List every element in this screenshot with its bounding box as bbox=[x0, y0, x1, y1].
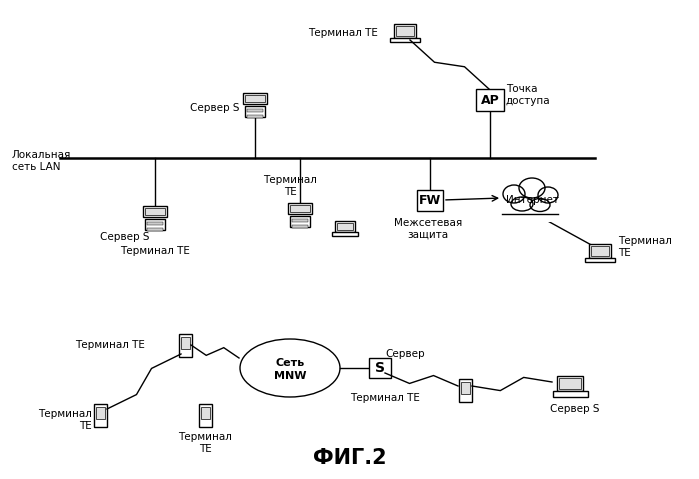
FancyBboxPatch shape bbox=[245, 95, 265, 102]
FancyBboxPatch shape bbox=[500, 206, 560, 222]
Text: Сервер S: Сервер S bbox=[550, 404, 600, 414]
FancyBboxPatch shape bbox=[459, 378, 472, 401]
FancyBboxPatch shape bbox=[290, 216, 310, 227]
Ellipse shape bbox=[240, 339, 340, 397]
Text: Сервер: Сервер bbox=[385, 349, 424, 359]
FancyBboxPatch shape bbox=[337, 223, 353, 230]
Text: Сеть: Сеть bbox=[275, 358, 305, 368]
Text: Интернет: Интернет bbox=[505, 195, 559, 205]
FancyBboxPatch shape bbox=[247, 109, 263, 112]
FancyBboxPatch shape bbox=[292, 219, 308, 222]
FancyBboxPatch shape bbox=[396, 26, 415, 35]
Ellipse shape bbox=[519, 178, 545, 198]
FancyBboxPatch shape bbox=[178, 333, 192, 356]
FancyBboxPatch shape bbox=[369, 358, 391, 378]
FancyBboxPatch shape bbox=[290, 205, 310, 212]
Text: Сервер S: Сервер S bbox=[101, 232, 150, 242]
FancyBboxPatch shape bbox=[591, 246, 610, 256]
FancyBboxPatch shape bbox=[145, 208, 165, 215]
FancyBboxPatch shape bbox=[461, 382, 470, 394]
FancyBboxPatch shape bbox=[94, 403, 106, 426]
FancyBboxPatch shape bbox=[245, 106, 265, 116]
Text: Межсетевая
защита: Межсетевая защита bbox=[394, 218, 462, 240]
Ellipse shape bbox=[503, 185, 525, 203]
Text: Терминал ТЕ: Терминал ТЕ bbox=[120, 246, 190, 256]
FancyBboxPatch shape bbox=[147, 222, 163, 225]
FancyBboxPatch shape bbox=[552, 391, 587, 397]
Text: AP: AP bbox=[481, 93, 499, 106]
Text: Точка
доступа: Точка доступа bbox=[506, 84, 551, 106]
Text: Терминал
ТЕ: Терминал ТЕ bbox=[618, 236, 672, 258]
Text: Терминал ТЕ: Терминал ТЕ bbox=[308, 28, 378, 38]
Text: Терминал ТЕ: Терминал ТЕ bbox=[75, 340, 145, 350]
Text: S: S bbox=[375, 361, 385, 375]
FancyBboxPatch shape bbox=[390, 38, 420, 43]
FancyBboxPatch shape bbox=[417, 190, 443, 210]
FancyBboxPatch shape bbox=[96, 407, 104, 419]
FancyBboxPatch shape bbox=[147, 228, 163, 231]
FancyBboxPatch shape bbox=[476, 89, 504, 111]
Ellipse shape bbox=[511, 197, 533, 211]
Text: MNW: MNW bbox=[274, 371, 306, 381]
FancyBboxPatch shape bbox=[199, 403, 212, 426]
FancyBboxPatch shape bbox=[145, 219, 165, 229]
Text: Сервер S: Сервер S bbox=[191, 103, 240, 113]
FancyBboxPatch shape bbox=[201, 407, 210, 419]
FancyBboxPatch shape bbox=[336, 220, 355, 232]
FancyBboxPatch shape bbox=[247, 115, 263, 118]
Text: Терминал
ТЕ: Терминал ТЕ bbox=[38, 409, 92, 431]
FancyBboxPatch shape bbox=[292, 225, 308, 228]
Text: ФИГ.2: ФИГ.2 bbox=[313, 448, 387, 468]
FancyBboxPatch shape bbox=[288, 203, 312, 214]
Text: Терминал ТЕ: Терминал ТЕ bbox=[350, 393, 420, 403]
FancyBboxPatch shape bbox=[332, 232, 358, 237]
FancyBboxPatch shape bbox=[394, 24, 416, 38]
Ellipse shape bbox=[530, 198, 550, 212]
FancyBboxPatch shape bbox=[180, 337, 189, 349]
Text: Локальная
сеть LAN: Локальная сеть LAN bbox=[12, 150, 71, 171]
FancyBboxPatch shape bbox=[243, 93, 267, 104]
Text: FW: FW bbox=[419, 194, 441, 206]
FancyBboxPatch shape bbox=[143, 206, 167, 217]
FancyBboxPatch shape bbox=[585, 258, 615, 262]
Text: Терминал
ТЕ: Терминал ТЕ bbox=[263, 175, 317, 197]
FancyBboxPatch shape bbox=[557, 376, 583, 391]
FancyBboxPatch shape bbox=[589, 244, 611, 258]
FancyBboxPatch shape bbox=[559, 377, 581, 389]
Ellipse shape bbox=[538, 187, 558, 203]
Text: Терминал
ТЕ: Терминал ТЕ bbox=[178, 432, 232, 454]
